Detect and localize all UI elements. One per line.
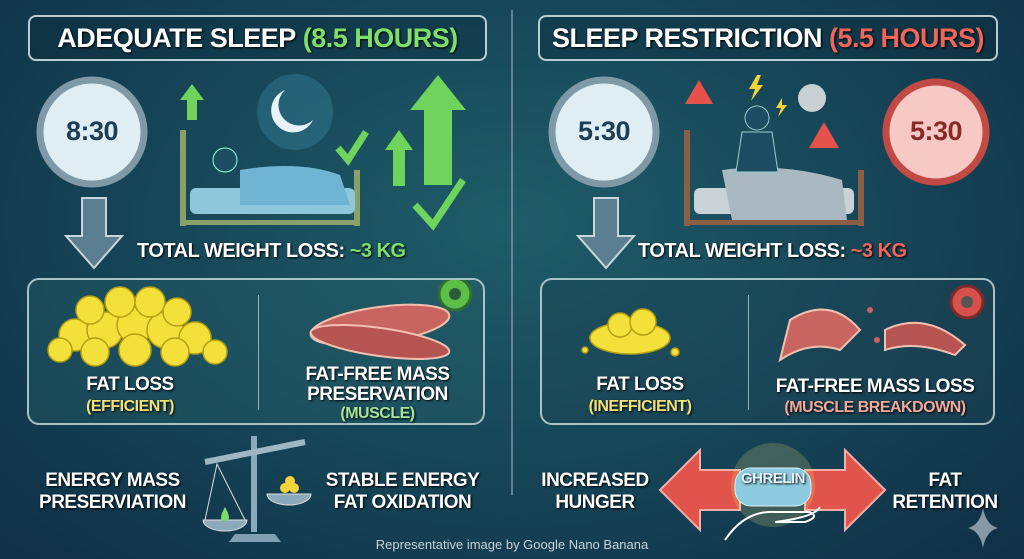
red-clock-icon — [882, 78, 990, 186]
left-illustration — [36, 74, 466, 270]
increased-hunger-line-2: Hunger — [555, 492, 635, 513]
box-divider — [748, 295, 749, 410]
checkmark-icon — [335, 130, 466, 231]
ghrelin-illustration — [658, 443, 887, 541]
left-title-hours: (8.5 Hours) — [302, 22, 459, 53]
ghrelin-label: Ghrelin — [741, 470, 806, 487]
broken-muscle-icon — [778, 307, 967, 363]
box-divider — [258, 295, 259, 410]
right-red-clock-time: 5:30 — [909, 116, 963, 146]
left-title-text: Adequate Sleep — [57, 22, 296, 53]
panel-divider — [511, 10, 513, 495]
footer-caption: Representative image by Google Nano Bana… — [375, 537, 649, 552]
left-muscle-label-1: Fat-Free Mass — [305, 364, 450, 385]
left-fat-label: Fat Loss — [86, 374, 174, 395]
stable-energy-line-1: Stable Energy — [325, 470, 480, 491]
weight-loss-value: ~3 KG — [349, 240, 406, 262]
moon-icon — [798, 84, 826, 112]
right-fat-label: Fat Loss — [596, 374, 684, 395]
energy-mass-line-1: Energy Mass — [45, 470, 180, 491]
right-illustration — [548, 75, 990, 270]
right-fat-sub: (Inefficient) — [588, 398, 692, 415]
weight-loss-label: Total Weight Loss: — [137, 240, 345, 262]
left-muscle-label-2: Preservation — [307, 384, 448, 405]
hand-icon — [724, 506, 821, 541]
up-arrow-icon — [180, 75, 466, 186]
left-fat-sub: (Efficient) — [86, 398, 174, 415]
bed-sleeping-icon — [180, 74, 360, 226]
gear-icon — [949, 284, 985, 320]
weight-loss-value: ~3 KG — [850, 240, 907, 262]
gear-icon — [437, 280, 473, 312]
sparkle-icon — [968, 508, 998, 548]
left-muscle-sub: (Muscle) — [340, 405, 415, 422]
clock-icon — [548, 76, 660, 188]
left-clock-time: 8:30 — [65, 116, 119, 146]
weight-loss-label: Total Weight Loss: — [638, 240, 846, 262]
right-weight-loss: Total Weight Loss: ~3 KG — [638, 240, 907, 263]
energy-mass-line-2: Preserviation — [39, 492, 186, 513]
muscle-icon — [309, 303, 451, 360]
fat-cells-icon — [581, 308, 680, 357]
down-arrow-icon — [63, 197, 125, 270]
right-arrow-icon — [804, 447, 887, 533]
left-arrow-icon — [658, 447, 741, 533]
bed-awake-icon — [684, 105, 864, 226]
right-title-text: Sleep Restriction — [551, 22, 823, 53]
left-weight-loss: Total Weight Loss: ~3 KG — [137, 240, 406, 263]
fat-retention-line-2: Retention — [892, 492, 998, 513]
lightning-icon — [749, 75, 787, 117]
down-arrow-icon — [575, 197, 637, 270]
stable-energy-line-2: Fat Oxidation — [333, 492, 472, 513]
left-box-illustration — [47, 280, 473, 367]
balance-scale-icon — [202, 436, 312, 542]
ghrelin-cloud-icon — [731, 443, 815, 527]
fat-cells-icon — [47, 286, 228, 367]
clock-icon — [36, 76, 148, 188]
right-title-hours: (5.5 Hours) — [829, 22, 985, 53]
left-title: Adequate Sleep (8.5 Hours) — [28, 15, 487, 61]
fat-retention-line-1: Fat — [928, 470, 962, 491]
warning-icon — [685, 80, 839, 148]
increased-hunger-line-1: Increased — [541, 470, 649, 491]
right-muscle-label: Fat-Free Mass Loss — [775, 376, 975, 397]
right-title: Sleep Restriction (5.5 Hours) — [538, 15, 998, 61]
right-muscle-sub: (Muscle Breakdown) — [784, 399, 966, 416]
right-box-illustration — [581, 284, 985, 363]
right-clock-time: 5:30 — [577, 116, 631, 146]
